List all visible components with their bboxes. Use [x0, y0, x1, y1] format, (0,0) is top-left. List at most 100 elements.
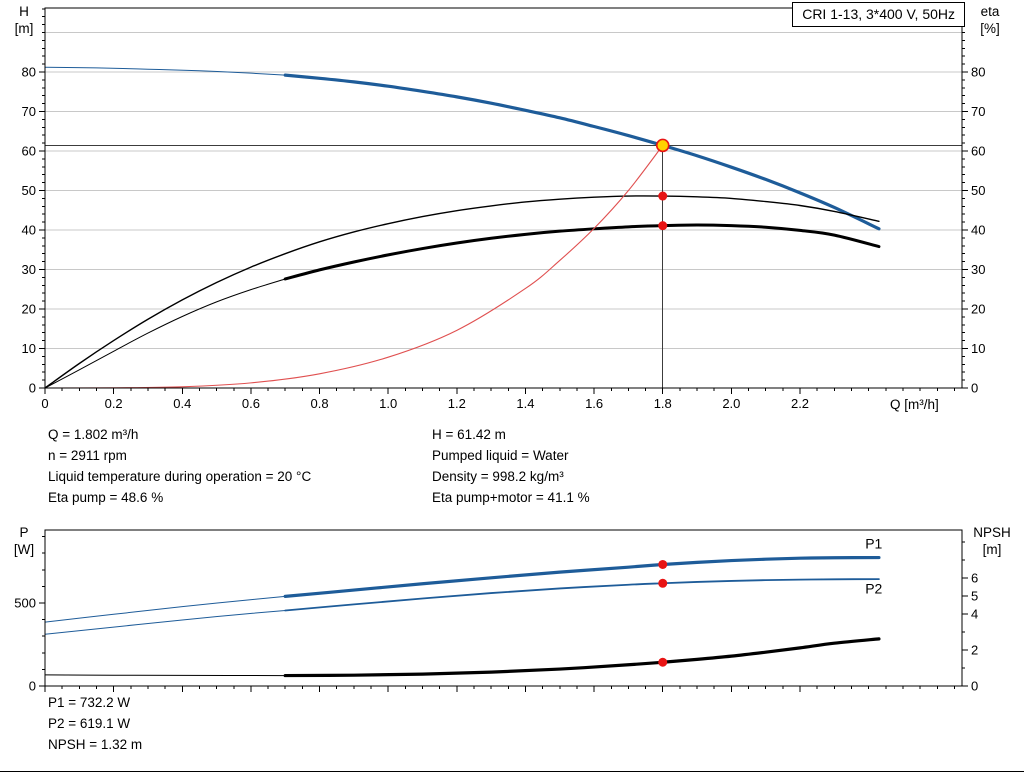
power-info-column: P1 = 732.2 W P2 = 619.1 W NPSH = 1.32 m — [48, 692, 142, 755]
x-tick-label: 2.2 — [791, 396, 809, 411]
info-line-temperature: Liquid temperature during operation = 20… — [48, 469, 312, 484]
left-y-tick-label: 500 — [14, 596, 36, 611]
right-y-tick-label: 50 — [971, 183, 985, 198]
info-line-p2: P2 = 619.1 W — [48, 716, 131, 731]
info-line-p1: P1 = 732.2 W — [48, 695, 131, 710]
page-bottom-border — [0, 771, 1024, 772]
p2-curve-start — [44, 609, 286, 635]
pump-title-box: CRI 1-13, 3*400 V, 50Hz — [792, 2, 965, 27]
eta-pump-duty-dot — [658, 191, 668, 201]
right-y-tick-label: 6 — [971, 571, 978, 586]
power-axis-symbol: P — [19, 525, 29, 540]
system-curve — [44, 144, 664, 389]
x-tick-label: 0.8 — [311, 396, 329, 411]
right-y-tick-label: 5 — [971, 589, 978, 604]
duty-info-right-column: H = 61.42 m Pumped liquid = Water Densit… — [432, 424, 590, 508]
p1-curve — [283, 555, 881, 598]
qh-chart: 0 0.2 0.4 0.6 0.8 1.0 1.2 1.4 1.6 1.8 2.0 2.2 0 10 20 3… — [22, 7, 986, 411]
npsh-axis-symbol: NPSH — [973, 525, 1011, 540]
right-y-tick-label: 30 — [971, 262, 985, 277]
npsh-axis-title: NPSH [m] — [962, 524, 1022, 558]
series — [44, 66, 881, 389]
info-line-speed: n = 2911 rpm — [48, 448, 127, 463]
head-axis-symbol: H — [19, 4, 29, 19]
info-line-eta-total: Eta pump+motor = 41.1 % — [432, 490, 590, 505]
power-axis-title: P [W] — [6, 524, 42, 558]
x-tick-label: 1.2 — [448, 396, 466, 411]
eta-pump-motor-duty-dot — [658, 221, 668, 231]
p2-curve — [284, 578, 880, 612]
duty-info-left-column: Q = 1.802 m³/h n = 2911 rpm Liquid tempe… — [48, 424, 311, 508]
right-y-tick-label: 0 — [971, 381, 978, 396]
npsh-curve — [283, 637, 881, 678]
x-tick-label: 0.6 — [242, 396, 260, 411]
eta-pump-motor-curve — [283, 223, 881, 281]
right-y-tick-label: 80 — [971, 64, 985, 79]
x-tick-label: 1.4 — [516, 396, 534, 411]
right-y-tick-label: 0 — [971, 679, 978, 694]
axis-ticks — [39, 8, 968, 394]
left-y-tick-label: 20 — [22, 301, 36, 316]
flow-axis-title: Q [m³/h] — [890, 397, 939, 412]
duty-crosshair — [45, 144, 962, 388]
right-y-tick-label: 20 — [971, 301, 985, 316]
tick-labels: 0 500 0 2 4 5 6 — [14, 571, 978, 694]
right-y-tick-label: 4 — [971, 607, 978, 622]
hq-curve-start — [44, 66, 286, 76]
left-y-tick-label: 0 — [29, 679, 36, 694]
info-line-density: Density = 998.2 kg/m³ — [432, 469, 564, 484]
left-y-tick-label: 30 — [22, 262, 36, 277]
right-y-tick-label: 60 — [971, 143, 985, 158]
head-axis-unit: [m] — [14, 21, 34, 36]
p1-duty-dot — [658, 559, 668, 569]
info-line-npsh: NPSH = 1.32 m — [48, 737, 143, 752]
axis-ticks — [39, 536, 968, 692]
eta-axis-symbol: eta — [980, 4, 1000, 19]
p1-curve-label: P1 — [865, 536, 882, 552]
right-y-tick-label: 40 — [971, 222, 985, 237]
right-y-tick-label: 2 — [971, 643, 978, 658]
left-y-tick-label: 40 — [22, 222, 36, 237]
x-tick-label: 0 — [41, 396, 48, 411]
eta-pump-motor-curve-start — [44, 278, 286, 389]
power-npsh-chart: 0 500 0 2 4 5 6 P1 P2 — [14, 529, 978, 694]
left-y-tick-label: 60 — [22, 143, 36, 158]
x-tick-label: 1.6 — [585, 396, 603, 411]
npsh-duty-dot — [658, 657, 668, 667]
x-tick-label: 0.4 — [173, 396, 191, 411]
duty-markers — [655, 138, 670, 231]
info-line-flow: Q = 1.802 m³/h — [48, 427, 139, 442]
npsh-axis-unit: [m] — [982, 542, 1002, 557]
x-tick-label: 1.8 — [654, 396, 672, 411]
qh-frame — [44, 7, 963, 389]
eta-axis-unit: [%] — [980, 21, 1000, 36]
p1-curve-start — [44, 595, 286, 623]
x-tick-label: 2.0 — [722, 396, 740, 411]
power-npsh-frame — [44, 529, 963, 687]
right-y-tick-label: 70 — [971, 104, 985, 119]
right-y-tick-label: 10 — [971, 341, 985, 356]
power-axis-unit: [W] — [13, 542, 35, 557]
p2-duty-dot — [658, 578, 668, 588]
p2-curve-label: P2 — [865, 580, 882, 596]
eta-pump-curve — [44, 195, 880, 389]
duty-point-marker — [655, 138, 670, 153]
info-line-eta-pump: Eta pump = 48.6 % — [48, 490, 164, 505]
npsh-curve-start — [44, 674, 286, 677]
x-tick-label: 0.2 — [105, 396, 123, 411]
duty-markers — [658, 559, 668, 667]
left-y-tick-label: 80 — [22, 64, 36, 79]
eta-axis-title: eta [%] — [968, 3, 1012, 37]
left-y-tick-label: 0 — [29, 381, 36, 396]
gridlines — [45, 31, 962, 349]
series — [44, 555, 881, 678]
tick-labels: 0 0.2 0.4 0.6 0.8 1.0 1.2 1.4 1.6 1.8 2.0 2.2 0 10 20 3… — [22, 64, 986, 411]
head-axis-title: H [m] — [6, 3, 42, 37]
info-line-head: H = 61.42 m — [432, 427, 506, 442]
info-line-liquid: Pumped liquid = Water — [432, 448, 569, 463]
hq-curve — [283, 73, 881, 231]
x-tick-label: 1.0 — [379, 396, 397, 411]
left-y-tick-label: 10 — [22, 341, 36, 356]
